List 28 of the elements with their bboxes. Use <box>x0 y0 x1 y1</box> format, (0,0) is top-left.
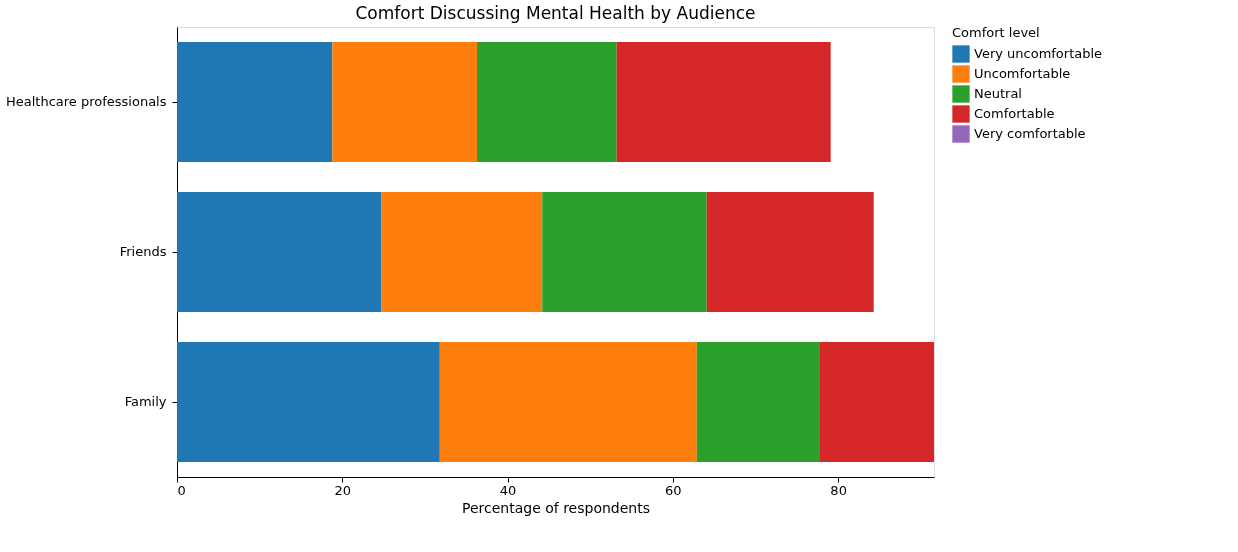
bar <box>616 42 831 162</box>
x-tick-label: 40 <box>499 482 517 498</box>
bar <box>177 192 382 312</box>
x-tick-label: 80 <box>830 482 847 498</box>
x-tick-label: 60 <box>665 482 682 498</box>
y-tick-label: Friends <box>119 244 167 259</box>
legend-label: Comfortable <box>974 106 1055 121</box>
bar <box>476 42 617 162</box>
x-axis-title: Percentage of respondents <box>462 499 650 516</box>
bar <box>177 342 440 462</box>
y-tick-label: Family <box>124 394 167 409</box>
legend-label: Neutral <box>974 86 1022 101</box>
bar <box>696 342 820 462</box>
bar <box>439 342 697 462</box>
bar <box>706 192 874 312</box>
bar <box>819 342 934 462</box>
bar <box>542 192 707 312</box>
x-tick-label: 20 <box>334 482 352 498</box>
legend-label: Uncomfortable <box>974 66 1071 81</box>
bar <box>332 42 477 162</box>
legend-title: Comfort level <box>952 25 1040 40</box>
x-tick-label: 0 <box>177 482 186 498</box>
y-tick-label: Healthcare professionals <box>5 94 167 109</box>
chart-title: Comfort Discussing Mental Health by Audience <box>355 3 756 23</box>
bar <box>177 42 333 162</box>
bar <box>381 192 543 312</box>
legend-label: Very comfortable <box>974 126 1086 141</box>
legend-label: Very uncomfortable <box>974 46 1103 61</box>
